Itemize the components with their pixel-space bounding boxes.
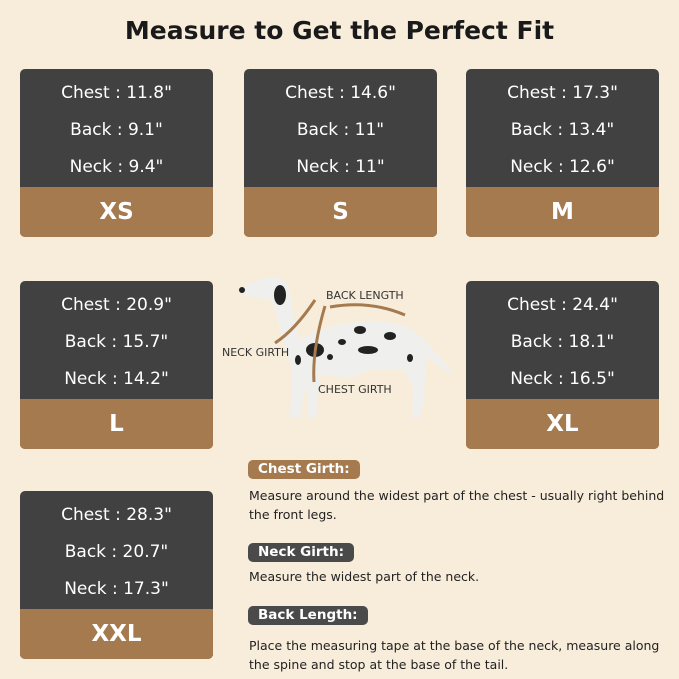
size-card-xs: Chest : 11.8" Back : 9.1" Neck : 9.4" XS [20,69,213,237]
back-value: Back : 13.4" [510,120,615,140]
back-value: Back : 15.7" [64,332,169,352]
chest-value: Chest : 24.4" [507,295,618,315]
chest-value: Chest : 11.8" [61,83,172,103]
chest-girth-label: CHEST GIRTH [318,383,392,396]
chest-value: Chest : 17.3" [507,83,618,103]
neck-value: Neck : 14.2" [64,369,169,389]
neck-girth-label: NECK GIRTH [222,346,290,359]
neck-value: Neck : 17.3" [64,579,169,599]
back-length-description: Place the measuring tape at the base of … [249,638,660,672]
page-title: Measure to Get the Perfect Fit [124,16,555,45]
chest-value: Chest : 14.6" [285,83,396,103]
back-length-label: BACK LENGTH [326,289,404,302]
back-value: Back : 9.1" [70,120,163,140]
size-label: M [466,187,659,237]
chest-girth-description: Measure around the widest part of the ch… [249,488,665,522]
neck-value: Neck : 12.6" [510,157,615,177]
size-label: XL [466,399,659,449]
back-value: Back : 11" [296,120,385,140]
neck-value: Neck : 11" [296,157,385,177]
dalmatian-illustration [239,277,452,418]
size-label: L [20,399,213,449]
neck-value: Neck : 9.4" [69,157,164,177]
size-card-l: Chest : 20.9" Back : 15.7" Neck : 14.2" L [20,281,213,449]
size-card-xl: Chest : 24.4" Back : 18.1" Neck : 16.5" XL [466,281,659,449]
chest-value: Chest : 20.9" [61,295,172,315]
size-label: XS [20,187,213,237]
size-label: S [244,187,437,237]
back-value: Back : 20.7" [64,542,169,562]
size-card-xxl: Chest : 28.3" Back : 20.7" Neck : 17.3" XX… [20,491,213,659]
chest-girth-tag: Chest Girth: [248,460,360,479]
size-label: XXL [20,609,213,659]
size-card-m: Chest : 17.3" Back : 13.4" Neck : 12.6" M [466,69,659,237]
chest-value: Chest : 28.3" [61,505,172,525]
size-card-s: Chest : 14.6" Back : 11" Neck : 11" S [244,69,437,237]
neck-girth-description: Measure the widest part of the neck. [249,569,480,584]
neck-value: Neck : 16.5" [510,369,615,389]
neck-girth-tag: Neck Girth: [248,543,354,562]
back-value: Back : 18.1" [510,332,615,352]
back-length-tag: Back Length: [248,606,368,625]
